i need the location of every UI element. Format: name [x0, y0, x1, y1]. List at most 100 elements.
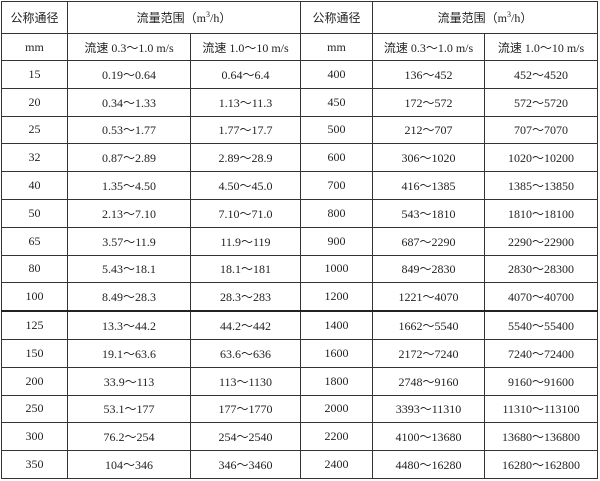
- table-cell: 1810～18100: [484, 198, 598, 228]
- table-cell: 0.34～1.33: [67, 87, 191, 117]
- table-cell: 452～4520: [484, 60, 598, 89]
- table-cell: 20: [1, 87, 68, 117]
- table-cell: 100: [1, 282, 68, 312]
- table-cell: 8.49～28.3: [67, 282, 191, 312]
- table-cell: 2200: [300, 422, 373, 452]
- table-cell: 707～7070: [484, 115, 598, 145]
- table-cell: 19.1～63.6: [67, 338, 191, 368]
- table-row: 350 104～346 346～3460 2400 4480～16280 16280～16…: [1, 450, 598, 479]
- table-cell: 40: [1, 171, 68, 200]
- header-row: 公称通径 流量范围（m3/h） 公称通径 流量范围（m3/h）: [1, 1, 598, 34]
- table-cell: 346～3460: [190, 450, 301, 479]
- table-cell: 177～1770: [190, 394, 301, 424]
- table-cell: 2.13～7.10: [67, 198, 191, 228]
- table-cell: 1600: [300, 338, 373, 368]
- table-cell: 1221～4070: [372, 282, 485, 312]
- table-cell: 700: [300, 171, 373, 200]
- table-cell: 900: [300, 226, 373, 256]
- table-row: 300 76.2～254 254～2540 2200 4100～13680 13680～1…: [1, 422, 598, 452]
- header-flow-range: 流量范围（m3/h）: [67, 1, 301, 34]
- table-row: 100 8.49～28.3 28.3～283 1200 1221～4070 4070～40…: [1, 282, 598, 312]
- speed-low-label-2: 流速 0.3～1.0 m/s: [372, 33, 485, 61]
- table-cell: 200: [1, 366, 68, 396]
- table-cell: 11310～113100: [484, 394, 598, 424]
- table-cell: 1000: [300, 254, 373, 284]
- subheader-row: mm 流速 0.3～1.0 m/s 流速 1.0～10 m/s mm 流速 0.…: [1, 33, 598, 61]
- table-cell: 687～2290: [372, 226, 485, 256]
- table-cell: 13680～136800: [484, 422, 598, 452]
- table-row: 25 0.53～1.77 1.77～17.7 500 212～707 707～7070: [1, 115, 598, 145]
- table-cell: 9160～91600: [484, 366, 598, 396]
- table-cell: 2290～22900: [484, 226, 598, 256]
- table-cell: 800: [300, 198, 373, 228]
- table-cell: 5.43～18.1: [67, 254, 191, 284]
- table-cell: 0.64～6.4: [190, 60, 301, 89]
- table-cell: 50: [1, 198, 68, 228]
- table-row: 200 33.9～113 113～1130 1800 2748～9160 9160～916…: [1, 366, 598, 396]
- table-cell: 2830～28300: [484, 254, 598, 284]
- table-cell: 400: [300, 60, 373, 89]
- table-cell: 1.77～17.7: [190, 115, 301, 145]
- table-cell: 4.50～45.0: [190, 171, 301, 200]
- table-cell: 15: [1, 60, 68, 89]
- table-cell: 1200: [300, 282, 373, 312]
- table-cell: 4480～16280: [372, 450, 485, 479]
- table-cell: 4100～13680: [372, 422, 485, 452]
- table-cell: 0.53～1.77: [67, 115, 191, 145]
- table-row: 80 5.43～18.1 18.1～181 1000 849～2830 2830～2830…: [1, 254, 598, 284]
- table-cell: 543～1810: [372, 198, 485, 228]
- table-cell: 306～1020: [372, 143, 485, 173]
- table-row: 20 0.34～1.33 1.13～11.3 450 172～572 572～5720: [1, 87, 598, 117]
- table-row: 65 3.57～11.9 11.9～119 900 687～2290 2290～22900: [1, 226, 598, 256]
- table-cell: 416～1385: [372, 171, 485, 200]
- table-cell: 1800: [300, 366, 373, 396]
- table-cell: 5540～55400: [484, 310, 598, 340]
- table-cell: 1.13～11.3: [190, 87, 301, 117]
- table-cell: 572～5720: [484, 87, 598, 117]
- table-cell: 44.2～442: [190, 310, 301, 340]
- table-cell: 2748～9160: [372, 366, 485, 396]
- table-cell: 1385～13850: [484, 171, 598, 200]
- table-cell: 2.89～28.9: [190, 143, 301, 173]
- table-cell: 53.1～177: [67, 394, 191, 424]
- speed-high-label: 流速 1.0～10 m/s: [190, 33, 301, 61]
- table-row: 15 0.19～0.64 0.64～6.4 400 136～452 452～4520: [1, 60, 598, 89]
- speed-high-label-2: 流速 1.0～10 m/s: [484, 33, 598, 61]
- table-cell: 0.87～2.89: [67, 143, 191, 173]
- table-cell: 3.57～11.9: [67, 226, 191, 256]
- table-cell: 1020～10200: [484, 143, 598, 173]
- table-cell: 32: [1, 143, 68, 173]
- table-cell: 2172～7240: [372, 338, 485, 368]
- table-row: 40 1.35～4.50 4.50～45.0 700 416～1385 1385～1385…: [1, 171, 598, 200]
- table-cell: 7240～72400: [484, 338, 598, 368]
- table-cell: 25: [1, 115, 68, 145]
- table-cell: 4070～40700: [484, 282, 598, 312]
- table-cell: 76.2～254: [67, 422, 191, 452]
- speed-low-label: 流速 0.3～1.0 m/s: [67, 33, 191, 61]
- table-cell: 125: [1, 310, 68, 340]
- table-cell: 2000: [300, 394, 373, 424]
- table-cell: 63.6～636: [190, 338, 301, 368]
- table-cell: 7.10～71.0: [190, 198, 301, 228]
- table-cell: 150: [1, 338, 68, 368]
- table-cell: 172～572: [372, 87, 485, 117]
- table-row: 125 13.3～44.2 44.2～442 1400 1662～5540 5540～55…: [1, 310, 598, 340]
- table-cell: 3393～11310: [372, 394, 485, 424]
- table-cell: 1.35～4.50: [67, 171, 191, 200]
- table-cell: 450: [300, 87, 373, 117]
- table-cell: 104～346: [67, 450, 191, 479]
- table-cell: 33.9～113: [67, 366, 191, 396]
- table-cell: 500: [300, 115, 373, 145]
- table-cell: 350: [1, 450, 68, 479]
- table-cell: 136～452: [372, 60, 485, 89]
- header-nominal-diameter: 公称通径: [1, 1, 68, 34]
- header-nominal-diameter-2: 公称通径: [300, 1, 373, 34]
- unit-label: mm: [1, 33, 68, 61]
- unit-label-2: mm: [300, 33, 373, 61]
- table-cell: 16280～162800: [484, 450, 598, 479]
- table-cell: 1400: [300, 310, 373, 340]
- table-cell: 849～2830: [372, 254, 485, 284]
- table-cell: 254～2540: [190, 422, 301, 452]
- table-row: 50 2.13～7.10 7.10～71.0 800 543～1810 1810～1810…: [1, 198, 598, 228]
